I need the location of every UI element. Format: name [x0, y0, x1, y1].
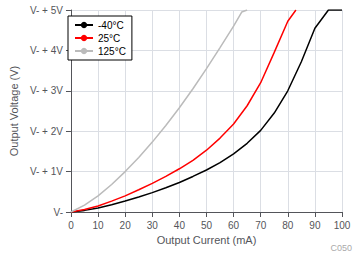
svg-text:-40°C: -40°C: [98, 20, 124, 31]
svg-text:V-: V-: [54, 207, 63, 218]
svg-text:20: 20: [120, 220, 132, 231]
svg-text:70: 70: [255, 220, 267, 231]
svg-text:60: 60: [228, 220, 240, 231]
svg-text:25°C: 25°C: [98, 33, 120, 44]
svg-text:80: 80: [282, 220, 294, 231]
svg-text:50: 50: [201, 220, 213, 231]
svg-text:V- + 3V: V- + 3V: [30, 85, 63, 96]
svg-text:Output Current (mA): Output Current (mA): [157, 234, 257, 246]
svg-text:V- + 4V: V- + 4V: [30, 45, 63, 56]
svg-text:30: 30: [147, 220, 159, 231]
svg-text:V- + 1V: V- + 1V: [30, 166, 63, 177]
svg-text:V- + 2V: V- + 2V: [30, 126, 63, 137]
svg-text:90: 90: [309, 220, 321, 231]
svg-text:100: 100: [334, 220, 351, 231]
svg-text:0: 0: [68, 220, 74, 231]
svg-text:125°C: 125°C: [98, 46, 126, 57]
svg-text:C050: C050: [330, 243, 352, 253]
svg-text:V- + 5V: V- + 5V: [30, 5, 63, 16]
svg-text:10: 10: [93, 220, 105, 231]
svg-text:40: 40: [174, 220, 186, 231]
svg-text:Output Voltage (V): Output Voltage (V): [8, 66, 20, 157]
